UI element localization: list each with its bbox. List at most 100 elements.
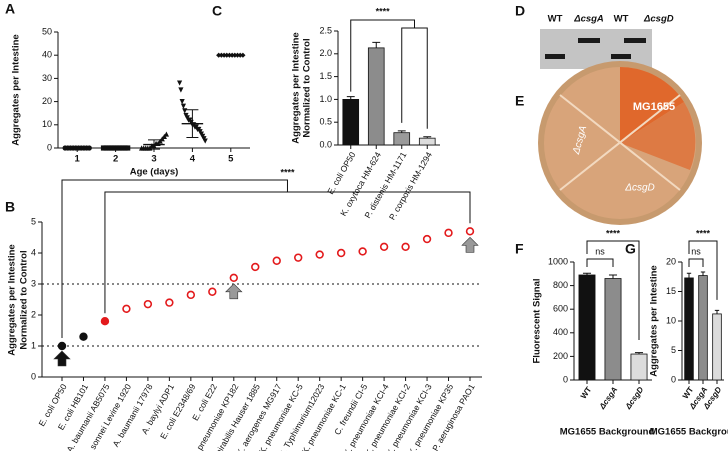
x-tick-label: 1 (75, 154, 81, 165)
x-axis-label: MG1655 Background (560, 427, 655, 438)
y-tick-label: 1.5 (319, 71, 332, 81)
bracket (586, 240, 640, 341)
point (163, 131, 170, 137)
y-tick-label: 40 (42, 50, 52, 60)
point (379, 242, 389, 252)
y-tick-label: 5 (671, 345, 676, 355)
bar (712, 313, 722, 381)
lane-label: WT (614, 14, 629, 25)
y-tick-label: 15 (666, 286, 676, 296)
point (251, 262, 260, 272)
significance: ns (595, 246, 605, 256)
y-tick-label: 2.5 (319, 25, 332, 35)
x-tick-label: WT (579, 385, 594, 400)
y-tick-label: 1000 (548, 256, 568, 266)
significance: **** (606, 228, 621, 238)
point (125, 145, 131, 151)
y-tick-label: 0 (671, 374, 676, 384)
point (240, 52, 246, 58)
y-tick-label: 400 (553, 327, 568, 337)
point (294, 253, 303, 262)
y-tick-label: 20 (666, 256, 676, 266)
y-tick-label: 0.0 (319, 139, 332, 149)
y-tick-label: 20 (42, 96, 52, 106)
y-axis-label: Aggregates per Intestine (291, 32, 302, 143)
error-bar (686, 272, 692, 278)
panel-letter: G (625, 241, 636, 257)
lane-label: WT (548, 14, 563, 25)
point (57, 341, 67, 351)
error-bar (582, 272, 592, 275)
significance: **** (696, 228, 711, 238)
x-tick-label: ΔcsgA (597, 385, 619, 412)
point (100, 145, 107, 151)
x-tick-label: 5 (228, 154, 234, 165)
y-tick-label: 50 (42, 26, 52, 36)
y-tick-label: 600 (553, 304, 568, 314)
panel-letter: A (5, 1, 15, 17)
point (444, 228, 453, 238)
bracket (586, 258, 614, 267)
y-tick-label: 0 (563, 374, 568, 384)
y-tick-label: 2 (31, 309, 36, 319)
error-bar (608, 274, 618, 279)
error-bar (346, 96, 355, 100)
bracket (350, 19, 415, 92)
bracket (104, 191, 471, 314)
y-tick-label: 1 (31, 340, 36, 350)
y-tick-label: 3 (31, 278, 36, 288)
panel-letter: C (212, 3, 222, 19)
point (179, 99, 185, 105)
point (229, 273, 238, 282)
point (122, 304, 131, 313)
gel-band (624, 38, 646, 43)
bar (684, 277, 694, 381)
y-tick-label: 30 (42, 73, 52, 83)
y-axis-label: Fluorescent Signal (532, 279, 543, 364)
arrow (461, 236, 479, 253)
y-tick-label: 10 (666, 315, 676, 325)
bracket (688, 240, 718, 300)
sd-bar (186, 109, 199, 139)
plate-panel: E MG1655 ΔcsgA ΔcsgD (515, 61, 702, 225)
lane-label: ΔcsgA (573, 14, 604, 25)
x-tick-label: 3 (151, 154, 156, 165)
plate-sector (620, 67, 684, 143)
significance: **** (376, 6, 391, 16)
point (315, 250, 324, 259)
bar (342, 99, 360, 146)
y-axis-label: Normalized to Control (302, 38, 313, 137)
point (208, 287, 217, 296)
error-bar (634, 352, 644, 355)
point (272, 256, 281, 265)
point (178, 87, 184, 93)
error-bar (372, 41, 381, 48)
gel-band (578, 38, 600, 43)
x-tick-label: ΔcsgD (623, 385, 645, 412)
point (180, 103, 187, 109)
point (182, 108, 188, 114)
point (86, 145, 92, 151)
point (336, 248, 346, 258)
error-bar (397, 130, 406, 133)
y-tick-label: 0.5 (319, 117, 332, 127)
point (177, 80, 183, 86)
bracket (401, 27, 428, 129)
point (186, 290, 196, 300)
point (202, 138, 208, 144)
point (401, 242, 410, 252)
error-bar (714, 309, 720, 314)
y-tick-label: 10 (42, 119, 52, 129)
point (143, 299, 153, 309)
y-axis-label: Aggregates per Intestine (649, 265, 660, 376)
bracket (688, 258, 704, 267)
error-bar (700, 271, 706, 276)
significance: **** (280, 167, 295, 177)
y-tick-label: 5 (31, 216, 36, 226)
point (422, 234, 432, 244)
bar (604, 278, 622, 381)
bar (630, 353, 648, 381)
y-tick-label: 200 (553, 351, 568, 361)
arrow (225, 283, 243, 300)
bar (698, 275, 708, 381)
